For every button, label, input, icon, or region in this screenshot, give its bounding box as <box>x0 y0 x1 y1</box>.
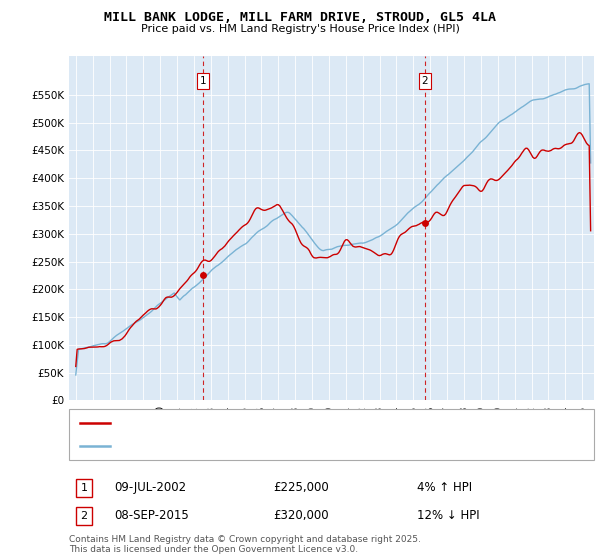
Text: Contains HM Land Registry data © Crown copyright and database right 2025.
This d: Contains HM Land Registry data © Crown c… <box>69 535 421 554</box>
Text: 08-SEP-2015: 08-SEP-2015 <box>114 509 189 522</box>
Text: MILL BANK LODGE, MILL FARM DRIVE, STROUD, GL5 4LA: MILL BANK LODGE, MILL FARM DRIVE, STROUD… <box>104 11 496 24</box>
Text: MILL BANK LODGE, MILL FARM DRIVE, STROUD, GL5 4LA (detached house): MILL BANK LODGE, MILL FARM DRIVE, STROUD… <box>117 418 503 428</box>
Text: 12% ↓ HPI: 12% ↓ HPI <box>417 509 479 522</box>
Text: 09-JUL-2002: 09-JUL-2002 <box>114 481 186 494</box>
Text: £225,000: £225,000 <box>273 481 329 494</box>
Text: 1: 1 <box>200 76 206 86</box>
Text: £320,000: £320,000 <box>273 509 329 522</box>
Text: Price paid vs. HM Land Registry's House Price Index (HPI): Price paid vs. HM Land Registry's House … <box>140 24 460 34</box>
Text: 4% ↑ HPI: 4% ↑ HPI <box>417 481 472 494</box>
Text: 2: 2 <box>422 76 428 86</box>
Text: 1: 1 <box>80 483 88 493</box>
Text: 2: 2 <box>80 511 88 521</box>
Text: HPI: Average price, detached house, Stroud: HPI: Average price, detached house, Stro… <box>117 441 344 451</box>
